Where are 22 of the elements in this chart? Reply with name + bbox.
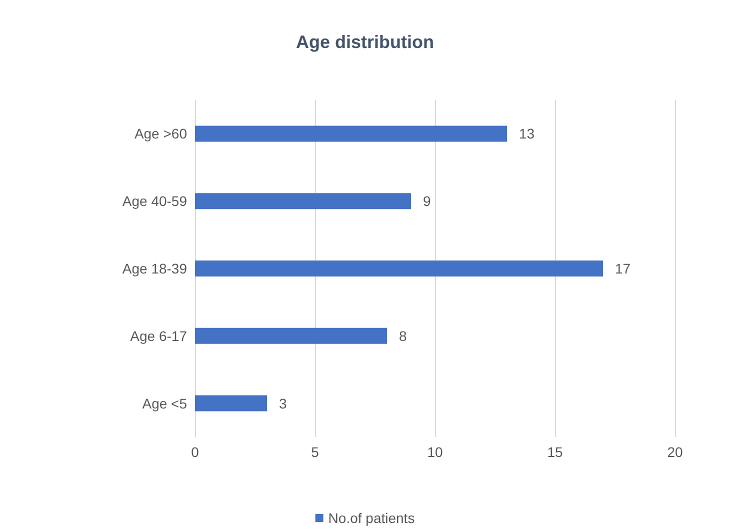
x-tick-label: 20 [667, 444, 683, 460]
chart-title: Age distribution [296, 32, 434, 52]
data-label: 3 [279, 395, 287, 412]
bar [195, 126, 507, 142]
x-tick-label: 0 [191, 444, 200, 460]
x-tick-label: 5 [311, 444, 320, 460]
bar [195, 260, 603, 276]
y-tick-label: Age 6-17 [130, 328, 188, 344]
data-label: 9 [423, 193, 431, 210]
y-tick-label: Age <5 [142, 395, 188, 412]
bar [195, 193, 411, 210]
x-tick-label: 15 [547, 444, 563, 460]
bar [195, 395, 267, 412]
data-label: 13 [519, 126, 535, 142]
bar [195, 328, 387, 344]
legend-label: No.of patients [328, 510, 415, 526]
y-tick-label: Age >60 [134, 126, 188, 142]
x-tick-label: 10 [427, 444, 443, 460]
data-label: 8 [399, 328, 407, 344]
y-tick-label: Age 18-39 [122, 260, 188, 276]
y-tick-label: Age 40-59 [122, 193, 188, 210]
data-label: 17 [615, 260, 631, 276]
